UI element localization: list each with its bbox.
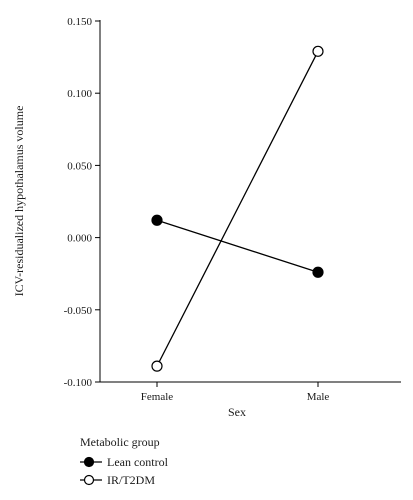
y-ticks: -0.100 -0.050 0.000 0.050 0.100 0.150 bbox=[64, 16, 100, 389]
plot-area: -0.100 -0.050 0.000 0.050 0.100 0.150 Female M… bbox=[64, 16, 401, 403]
data-point bbox=[312, 266, 324, 278]
y-axis-title: ICV-residualized hypothalamus volume bbox=[12, 106, 26, 297]
legend: Metabolic group Lean control IR/T2DM bbox=[80, 435, 169, 487]
y-tick-label: 0.050 bbox=[67, 160, 92, 172]
legend-marker bbox=[83, 474, 95, 486]
series-points bbox=[151, 45, 324, 372]
data-point bbox=[151, 360, 163, 372]
y-tick-label: 0.000 bbox=[67, 233, 92, 245]
y-tick-label: 0.150 bbox=[67, 16, 92, 28]
legend-label: Lean control bbox=[107, 455, 169, 469]
series-line bbox=[156, 51, 319, 367]
data-point bbox=[151, 214, 163, 226]
series-lines bbox=[156, 51, 319, 367]
x-tick-label: Male bbox=[307, 391, 330, 403]
y-tick-label: -0.100 bbox=[64, 377, 93, 389]
x-ticks: Female Male bbox=[141, 382, 330, 403]
x-tick-label: Female bbox=[141, 391, 173, 403]
legend-label: IR/T2DM bbox=[107, 473, 155, 487]
y-tick-label: -0.050 bbox=[64, 305, 93, 317]
series-line bbox=[156, 219, 319, 273]
legend-marker bbox=[83, 456, 95, 468]
data-point bbox=[312, 45, 324, 57]
legend-items: Lean control IR/T2DM bbox=[80, 455, 169, 487]
legend-title: Metabolic group bbox=[80, 435, 160, 449]
x-axis-title: Sex bbox=[228, 405, 246, 419]
y-tick-label: 0.100 bbox=[67, 88, 92, 100]
